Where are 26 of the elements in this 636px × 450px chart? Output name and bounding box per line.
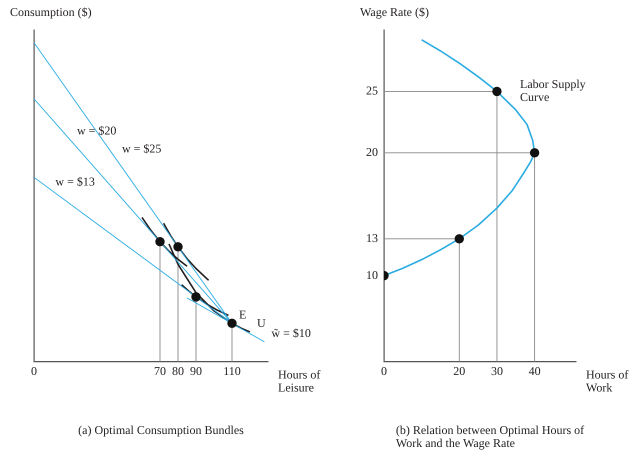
- x-tick-label: 110: [223, 364, 241, 378]
- x-tick-label: 40: [528, 364, 541, 378]
- annotation: w = $20: [77, 124, 116, 138]
- y-tick-label: 10: [366, 268, 378, 282]
- annotation: w = $13: [55, 174, 95, 188]
- annotation: U: [257, 316, 266, 330]
- y-axis-title: Consumption ($): [10, 5, 92, 19]
- x-tick-label: 30: [490, 364, 503, 378]
- annotation: Labor Supply Curve: [520, 77, 586, 104]
- y-tick-label: 20: [366, 144, 378, 159]
- x-tick-label: 0: [31, 364, 37, 378]
- x-axis-title: Hours of Leisure: [278, 368, 320, 395]
- x-tick-label: 90: [190, 364, 202, 378]
- x-tick-label: 80: [172, 364, 184, 378]
- text: (b) Relation between Optimal Hours of Work and the Wage Rate: [396, 423, 584, 450]
- annotation: w̃ = $10: [271, 326, 311, 340]
- x-axis-title: Hours of Work: [586, 368, 628, 395]
- x-tick-label: 70: [154, 364, 166, 378]
- x-tick-label: 20: [453, 364, 466, 378]
- annotation: E: [239, 307, 246, 322]
- y-tick-label: 25: [366, 84, 378, 98]
- y-axis-title: Wage Rate ($): [360, 5, 430, 19]
- y-tick-label: 13: [366, 230, 378, 245]
- x-tick-label: 0: [381, 364, 387, 378]
- annotation: w = $25: [122, 142, 162, 156]
- text: (a) Optimal Consumption Bundles: [78, 423, 244, 437]
